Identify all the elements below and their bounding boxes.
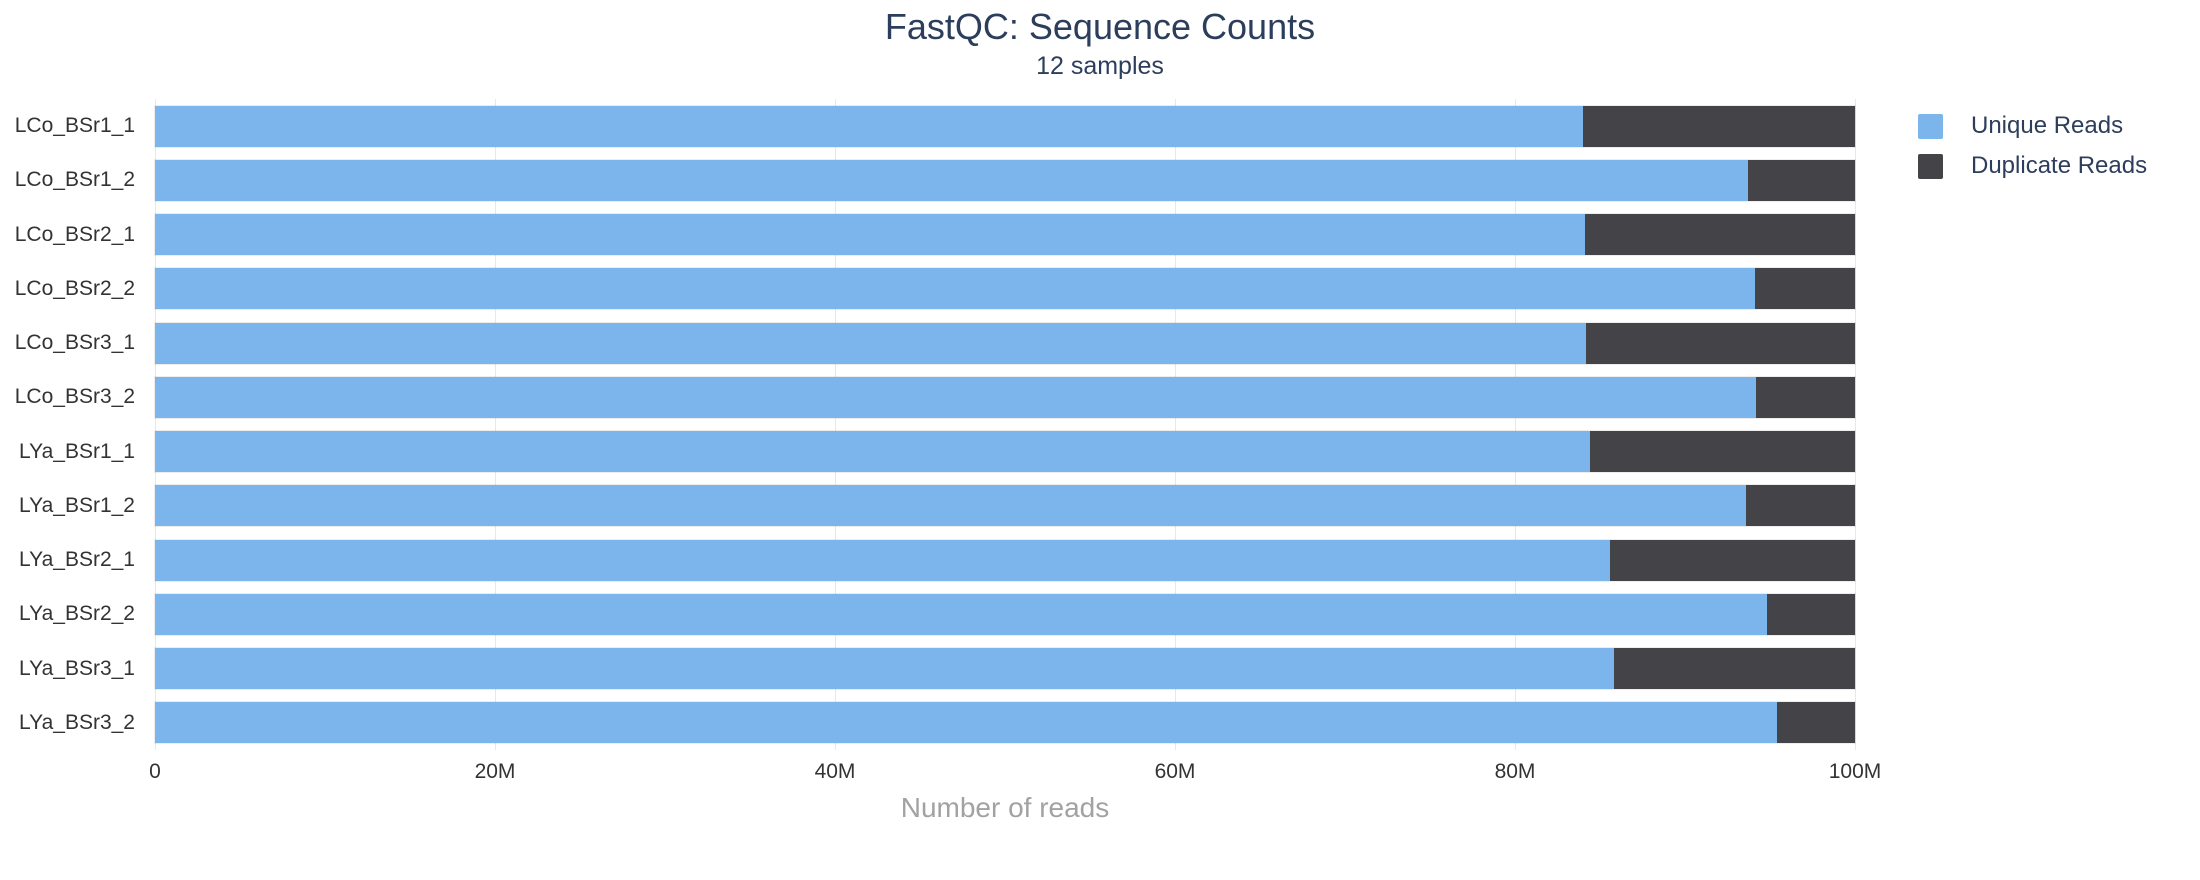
bar-segment-duplicate-reads[interactable] — [1746, 485, 1855, 527]
bar-row — [155, 159, 1855, 201]
y-axis-label: LYa_BSr1_2 — [19, 493, 135, 517]
bar-row — [155, 485, 1855, 527]
bar-segment-unique-reads[interactable] — [155, 539, 1611, 581]
chart-title: FastQC: Sequence Counts — [884, 6, 1316, 47]
y-axis-labels: LCo_BSr1_1 LCo_BSr1_2 LCo_BSr2_1 LCo_BSr2_2… — [0, 99, 145, 750]
bar-segment-unique-reads[interactable] — [155, 431, 1590, 473]
bar-segment-duplicate-reads[interactable] — [1584, 214, 1855, 256]
plot-area[interactable] — [155, 99, 1856, 750]
bar-row — [155, 702, 1855, 744]
bar-row — [155, 376, 1855, 418]
y-axis-label: LCo_BSr2_1 — [14, 222, 135, 246]
bar-segment-unique-reads[interactable] — [155, 268, 1755, 310]
x-axis-tick-label: 80M — [1494, 760, 1536, 783]
bar-row — [155, 593, 1855, 635]
y-axis-label: LYa_BSr3_1 — [19, 656, 135, 680]
bar-row — [155, 214, 1855, 256]
bar-row — [155, 539, 1855, 581]
bar-segment-duplicate-reads[interactable] — [1586, 322, 1855, 364]
legend: Unique Reads Duplicate Reads — [1918, 112, 2147, 180]
unique-reads-swatch-icon — [1918, 113, 1943, 139]
bar-row — [155, 268, 1855, 310]
y-axis-label: LCo_BSr1_1 — [14, 114, 135, 138]
gridline — [1855, 99, 1856, 750]
bar-row — [155, 431, 1855, 473]
gridline — [1175, 99, 1176, 750]
bar-segment-unique-reads[interactable] — [155, 214, 1585, 256]
legend-label: Duplicate Reads — [1971, 152, 2148, 179]
bar-segment-unique-reads[interactable] — [155, 376, 1757, 418]
legend-item-duplicate-reads[interactable]: Duplicate Reads — [1918, 152, 2147, 180]
bar-segment-duplicate-reads[interactable] — [1589, 431, 1855, 473]
bar-segment-duplicate-reads[interactable] — [1756, 376, 1855, 418]
bar-segment-duplicate-reads[interactable] — [1747, 159, 1855, 201]
y-axis-label: LYa_BSr3_2 — [19, 710, 135, 734]
bar-segment-duplicate-reads[interactable] — [1766, 593, 1855, 635]
bar-row — [155, 105, 1855, 147]
bar-segment-unique-reads[interactable] — [155, 322, 1587, 364]
bar-segment-unique-reads[interactable] — [155, 105, 1583, 147]
gridline — [1515, 99, 1516, 750]
y-axis-label: LYa_BSr2_2 — [19, 602, 135, 626]
x-axis-tick-label: 40M — [814, 760, 856, 783]
y-axis-label: LCo_BSr3_2 — [14, 385, 135, 409]
y-axis-label: LYa_BSr1_1 — [19, 439, 135, 463]
bar-segment-unique-reads[interactable] — [155, 593, 1767, 635]
chart-subtitle: 12 samples — [1036, 52, 1164, 80]
y-axis-label: LYa_BSr2_1 — [19, 548, 135, 572]
bar-segment-duplicate-reads[interactable] — [1583, 105, 1855, 147]
x-axis-tick-label: 20M — [474, 760, 516, 783]
y-axis-label: LCo_BSr1_2 — [14, 168, 135, 192]
bar-segment-unique-reads[interactable] — [155, 485, 1747, 527]
bar-segment-unique-reads[interactable] — [155, 648, 1614, 690]
duplicate-reads-swatch-icon — [1918, 153, 1943, 179]
legend-label: Unique Reads — [1971, 112, 2124, 139]
y-axis-label: LCo_BSr2_2 — [14, 276, 135, 300]
bar-segment-duplicate-reads[interactable] — [1754, 268, 1855, 310]
bar-segment-unique-reads[interactable] — [155, 702, 1777, 744]
bar-segment-duplicate-reads[interactable] — [1613, 648, 1855, 690]
gridline — [155, 99, 156, 750]
x-axis-tick-label: 100M — [1828, 760, 1882, 783]
bar-segment-unique-reads[interactable] — [155, 159, 1748, 201]
x-axis-tick-label: 0 — [149, 760, 161, 783]
gridline — [835, 99, 836, 750]
bar-segment-duplicate-reads[interactable] — [1610, 539, 1855, 581]
bar-segment-duplicate-reads[interactable] — [1776, 702, 1855, 744]
x-axis-title: Number of reads — [900, 792, 1110, 823]
bar-row — [155, 648, 1855, 690]
y-axis-label: LCo_BSr3_1 — [14, 331, 135, 355]
x-axis-ticks: 0 20M 40M 60M 80M 100M — [149, 760, 1881, 790]
x-axis-tick-label: 60M — [1154, 760, 1196, 783]
legend-item-unique-reads[interactable]: Unique Reads — [1918, 112, 2147, 140]
gridline — [495, 99, 496, 750]
bar-row — [155, 322, 1855, 364]
